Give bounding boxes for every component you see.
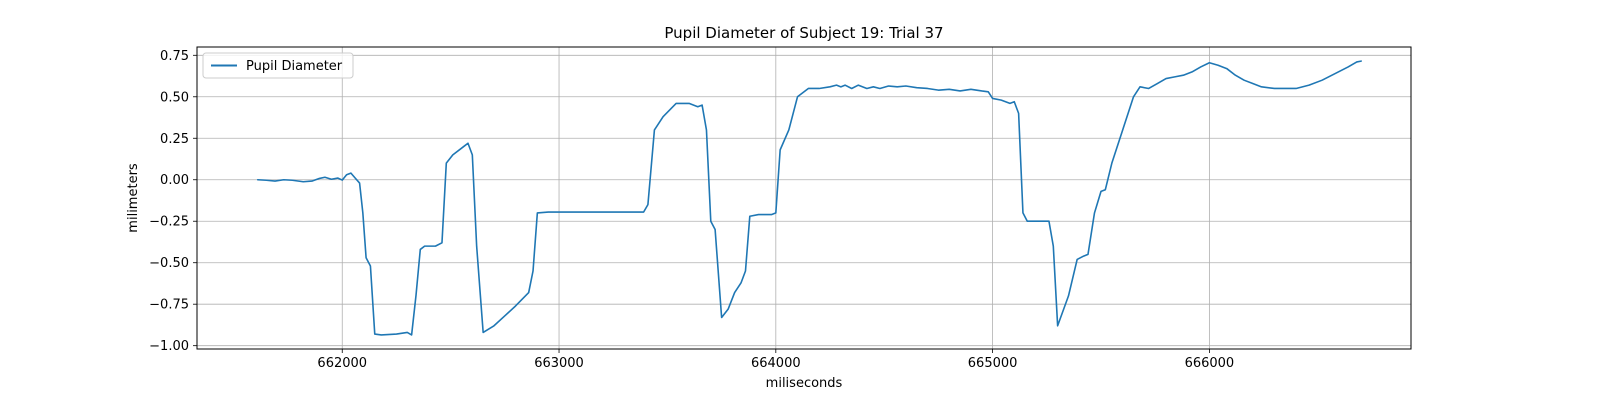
grid bbox=[197, 47, 1411, 349]
series-line-pupil-diameter bbox=[256, 60, 1362, 336]
y-tick-label: −0.50 bbox=[149, 256, 189, 271]
y-axis: 0.75 0.50 0.25 0.00 −0.25 −0.50 −0.75 −1.00 bbox=[149, 49, 197, 354]
chart-title: Pupil Diameter of Subject 19: Trial 37 bbox=[664, 24, 943, 42]
y-tick-label: 0.25 bbox=[160, 132, 189, 147]
legend-label: Pupil Diameter bbox=[246, 59, 343, 74]
x-tick-label: 662000 bbox=[317, 356, 367, 371]
y-axis-label: milimeters bbox=[126, 163, 141, 233]
y-tick-label: −0.25 bbox=[149, 215, 189, 230]
axes-frame bbox=[196, 46, 1412, 350]
x-tick-label: 666000 bbox=[1185, 356, 1235, 371]
legend: Pupil Diameter bbox=[202, 52, 354, 79]
y-tick-label: 0.00 bbox=[160, 173, 189, 188]
legend-box bbox=[202, 52, 354, 79]
x-tick-label: 665000 bbox=[968, 356, 1018, 371]
y-tick-label: −0.75 bbox=[149, 298, 189, 313]
x-tick-label: 663000 bbox=[534, 356, 584, 371]
y-tick-label: 0.75 bbox=[160, 49, 189, 64]
series-layer bbox=[256, 60, 1362, 336]
x-tick-label: 664000 bbox=[751, 356, 801, 371]
y-tick-label: −1.00 bbox=[149, 339, 189, 354]
y-tick-label: 0.50 bbox=[160, 90, 189, 105]
x-axis-label: miliseconds bbox=[766, 376, 843, 391]
x-axis: 662000 663000 664000 665000 666000 bbox=[317, 349, 1234, 371]
